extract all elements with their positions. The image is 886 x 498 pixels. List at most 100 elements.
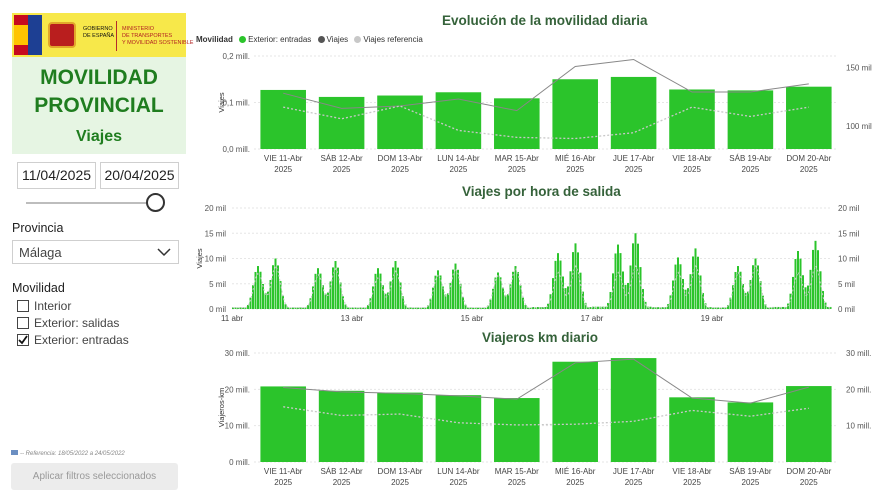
x-tick-label: DOM 13-Abr (378, 467, 423, 476)
hourly-bar (342, 296, 344, 309)
y2-tick-label: 10 mill. (846, 422, 871, 431)
legend-item-referencia[interactable]: Viajes referencia (354, 35, 423, 44)
hourly-bar (749, 279, 752, 309)
checkbox[interactable] (17, 300, 29, 312)
hourly-bar (799, 258, 802, 309)
hourly-bar (512, 271, 514, 309)
hourly-bar (564, 288, 567, 309)
hourly-bar (242, 307, 244, 309)
y-axis-label: Viajes (217, 92, 226, 113)
hourly-bar (372, 286, 374, 309)
provincia-dropdown[interactable]: Málaga (12, 240, 179, 264)
hourly-bar (399, 282, 402, 309)
hourly-bar (354, 307, 357, 309)
hourly-bar (694, 248, 697, 309)
x-tick-label: 15 abr (461, 314, 484, 323)
hourly-bar (369, 298, 372, 309)
date-slider-handle[interactable] (146, 193, 165, 212)
legend-item-entradas[interactable]: Exterior: entradas (239, 35, 311, 44)
hourly-bar (387, 292, 389, 309)
checkbox[interactable] (17, 317, 29, 329)
chevron-down-icon (157, 248, 171, 257)
hourly-bar (244, 307, 247, 309)
hourly-bar (739, 271, 742, 309)
series-line-referencia (233, 264, 831, 309)
y2-tick-label: 10 mil (838, 255, 860, 264)
hourly-bar (689, 274, 692, 309)
hourly-bar (669, 295, 672, 309)
date-to-input[interactable]: 20/04/2025 (100, 162, 179, 189)
hourly-bar (359, 307, 362, 309)
hourly-bar (719, 307, 722, 309)
hourly-bar (752, 265, 754, 309)
hourly-bar (609, 291, 612, 309)
x-tick-year: 2025 (450, 165, 468, 174)
y-axis-label: Viajeros-km (217, 388, 226, 427)
daily-mobility-chart[interactable]: 0,0 mill. 0,1 mill. 0,2 mill. 100 mil 150 mi… (190, 48, 886, 186)
y-axis-label: Viajes (195, 248, 204, 269)
x-tick-label: VIE 18-Abr (672, 154, 711, 163)
x-tick-label: 13 abr (341, 314, 364, 323)
hourly-bar (809, 269, 812, 309)
hourly-bar (792, 276, 794, 309)
hourly-bar (664, 307, 667, 309)
hourly-bar (504, 295, 507, 309)
hourly-bar (627, 282, 629, 309)
hourly-trips-chart[interactable]: 0 mil 0 mil 5 mil 5 mil 10 mil 10 mil 15 mil 15… (190, 198, 886, 328)
y-tick-label: 0 mill. (229, 458, 250, 467)
hourly-bar (637, 243, 639, 309)
hourly-bar (274, 258, 277, 309)
hourly-bar (714, 307, 717, 309)
traveler-km-chart[interactable]: 0 mill. 10 mill. 20 mill. 30 mill. 10 mill. 2… (190, 344, 886, 496)
x-tick-year: 2025 (625, 165, 643, 174)
hourly-bar (467, 307, 469, 309)
data-bar (610, 358, 657, 462)
logo-ministerio-text: MINISTERIO DE TRANSPORTES Y MOVILIDAD SO… (122, 26, 194, 46)
y-tick-label: 10 mill. (225, 422, 250, 431)
y2-tick-label: 150 mil (846, 64, 872, 73)
hourly-bar (434, 275, 437, 309)
series-line-viajes (283, 58, 809, 112)
hourly-bar (709, 307, 712, 309)
hourly-bar (499, 277, 502, 309)
y-tick-label: 0,2 mill. (222, 52, 250, 61)
data-bar (552, 79, 598, 149)
hourly-bar (299, 307, 302, 309)
checkbox[interactable] (17, 334, 29, 346)
hourly-bar (527, 307, 529, 309)
hourly-bar (377, 268, 379, 309)
hourly-bar (732, 285, 734, 309)
hourly-bar (477, 307, 479, 309)
hourly-bar (604, 306, 607, 309)
hourly-bar (309, 298, 312, 309)
hourly-bar (644, 301, 647, 309)
date-from-input[interactable]: 11/04/2025 (17, 162, 96, 189)
legend-dot-icon (317, 36, 325, 43)
hourly-bar (522, 297, 524, 309)
hourly-bar (432, 287, 434, 309)
apply-filters-button[interactable]: Aplicar filtros seleccionados (11, 463, 178, 490)
hourly-bar (314, 273, 317, 309)
y-tick-label: 20 mil (205, 204, 227, 213)
hourly-bar (237, 307, 239, 309)
date-slider-track[interactable] (26, 202, 156, 204)
hourly-bar (642, 288, 644, 309)
x-tick-label: 17 abr (581, 314, 604, 323)
x-tick-year: 2025 (450, 478, 468, 487)
legend-item-viajes[interactable]: Viajes (317, 35, 348, 44)
hourly-bar (687, 288, 689, 309)
hourly-bar (479, 307, 482, 309)
hourly-bar (592, 306, 594, 309)
page-subtitle: Viajes (76, 128, 122, 145)
hourly-bar (339, 282, 342, 309)
hourly-bar (319, 273, 322, 309)
hourly-bar (249, 297, 252, 309)
hourly-bar (699, 275, 702, 309)
hourly-bar (559, 260, 562, 309)
hourly-bar (287, 307, 289, 309)
hourly-bar (824, 302, 827, 309)
y-tick-label: 10 mil (205, 255, 227, 264)
hourly-bar (324, 293, 327, 309)
hourly-bar (552, 278, 554, 309)
